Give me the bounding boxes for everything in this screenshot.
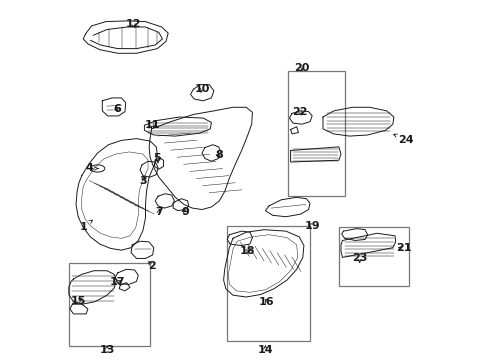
Text: 3: 3 (139, 176, 146, 186)
Text: 18: 18 (239, 246, 255, 256)
Text: 4: 4 (85, 163, 98, 174)
Bar (287, 71, 345, 196)
Text: 23: 23 (351, 253, 366, 264)
Text: 20: 20 (294, 63, 309, 73)
Text: 5: 5 (153, 153, 161, 163)
Text: 9: 9 (181, 207, 189, 217)
Text: 8: 8 (215, 150, 223, 160)
Text: 19: 19 (305, 221, 320, 231)
Text: 7: 7 (155, 207, 163, 217)
Bar (69, 263, 150, 346)
Text: 2: 2 (147, 261, 155, 271)
Text: 1: 1 (79, 220, 92, 232)
Text: 16: 16 (259, 297, 274, 307)
Text: 14: 14 (257, 345, 273, 355)
Text: 21: 21 (395, 243, 410, 253)
Text: 12: 12 (125, 19, 141, 30)
Text: 22: 22 (292, 107, 307, 117)
Text: 6: 6 (113, 104, 121, 114)
Text: 13: 13 (99, 345, 114, 355)
Bar (338, 227, 408, 286)
Bar (227, 226, 309, 341)
Text: 11: 11 (144, 120, 160, 130)
Text: 10: 10 (194, 84, 209, 94)
Text: 15: 15 (70, 296, 86, 306)
Text: 24: 24 (393, 134, 413, 145)
Text: 17: 17 (110, 276, 125, 287)
